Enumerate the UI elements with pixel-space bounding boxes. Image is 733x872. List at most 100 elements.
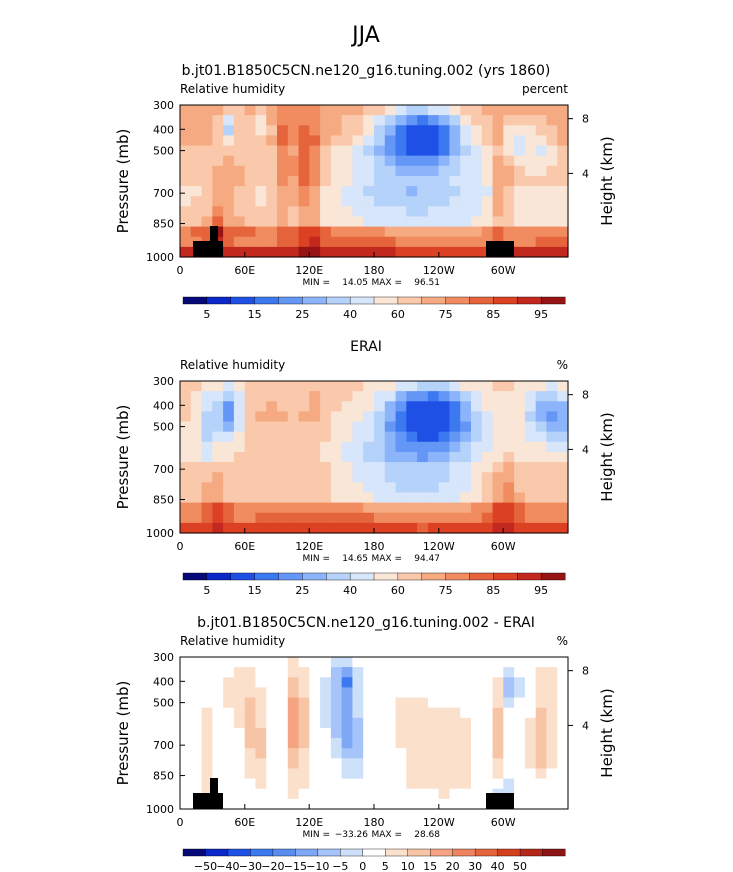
field-cell	[406, 115, 418, 126]
field-cell	[320, 236, 332, 248]
field-cell	[201, 778, 213, 790]
field-cell	[374, 401, 386, 412]
field-cell	[298, 768, 310, 780]
field-cell	[460, 687, 472, 699]
field-cell	[298, 421, 310, 433]
field-cell	[481, 105, 494, 116]
field-cell	[309, 155, 321, 167]
field-cell	[427, 768, 440, 780]
field-cell	[514, 717, 526, 729]
field-cell	[449, 778, 461, 790]
field-cell	[503, 778, 515, 790]
field-cell	[363, 125, 375, 136]
topography-block	[486, 241, 514, 257]
field-cell	[503, 115, 515, 126]
field-cell	[524, 738, 537, 749]
field-cell	[266, 135, 278, 147]
field-cell	[471, 411, 483, 423]
field-cell	[363, 391, 375, 402]
field-cell	[514, 697, 526, 709]
field-cell	[180, 165, 192, 177]
field-cell	[438, 105, 451, 116]
field-cell	[503, 492, 515, 504]
field-cell	[277, 768, 289, 780]
field-cell	[330, 472, 343, 483]
field-cell	[535, 738, 548, 749]
field-cell	[180, 502, 192, 514]
field-cell	[427, 391, 440, 402]
field-cell	[492, 196, 504, 207]
field-cell	[320, 206, 332, 218]
field-cell	[481, 125, 494, 136]
field-cell	[514, 421, 526, 433]
field-cell	[298, 246, 310, 258]
field-cell	[503, 522, 515, 534]
field-cell	[374, 105, 386, 116]
field-cell	[180, 462, 192, 473]
field-cell	[417, 236, 429, 248]
field-cell	[384, 482, 397, 494]
field-cell	[374, 657, 386, 668]
field-cell	[352, 657, 364, 668]
field-cell	[190, 196, 203, 207]
field-cell	[514, 768, 526, 780]
field-cell	[190, 492, 203, 504]
field-cell	[406, 717, 418, 729]
field-cell	[287, 175, 300, 187]
field-cell	[384, 421, 397, 433]
field-cell	[395, 472, 407, 483]
field-cell	[417, 206, 429, 218]
field-cell	[255, 155, 267, 167]
field-cell	[352, 462, 364, 473]
y-right-tick-label: 8	[582, 389, 589, 402]
field-cell	[266, 175, 278, 187]
field-cell	[277, 472, 289, 483]
field-cell	[320, 788, 332, 800]
field-cell	[255, 441, 267, 453]
field-cell	[287, 738, 300, 749]
colorbar-swatch	[206, 572, 232, 581]
field-cell	[460, 738, 472, 749]
field-cell	[481, 186, 494, 197]
field-cell	[557, 758, 569, 770]
field-cell	[406, 381, 418, 392]
field-cell	[535, 145, 548, 157]
field-cell	[395, 216, 407, 228]
field-cell	[460, 246, 472, 258]
topography-block	[486, 793, 514, 809]
field-cell	[201, 381, 213, 392]
field-cell	[363, 115, 375, 126]
field-cell	[514, 125, 526, 136]
field-cell	[341, 707, 354, 719]
field-cell	[255, 472, 267, 483]
field-cell	[374, 717, 386, 729]
field-cell	[427, 206, 440, 218]
field-cell	[309, 206, 321, 218]
field-cell	[180, 431, 192, 443]
topography-block	[193, 241, 223, 257]
field-cell	[341, 186, 354, 197]
x-tick-label: 0	[177, 816, 184, 829]
field-cell	[374, 768, 386, 780]
units-label: %	[557, 358, 568, 372]
colorbar-label: 5	[203, 308, 210, 321]
field-cell	[266, 381, 278, 392]
field-cell	[449, 441, 461, 453]
field-cell	[320, 125, 332, 136]
field-cell	[427, 125, 440, 136]
colorbar-swatch	[227, 848, 251, 857]
field-cell	[341, 431, 354, 443]
colorbar-label: 15	[248, 308, 262, 321]
field-cell	[309, 798, 321, 810]
field-cell	[223, 707, 235, 719]
field-cell	[287, 512, 300, 524]
field-cell	[471, 186, 483, 197]
field-cell	[481, 677, 494, 688]
field-cell	[417, 727, 429, 739]
field-cell	[330, 768, 343, 780]
field-cell	[427, 145, 440, 157]
field-cell	[298, 738, 310, 749]
field-cell	[309, 145, 321, 157]
field-cell	[395, 707, 407, 719]
field-cell	[223, 411, 235, 423]
